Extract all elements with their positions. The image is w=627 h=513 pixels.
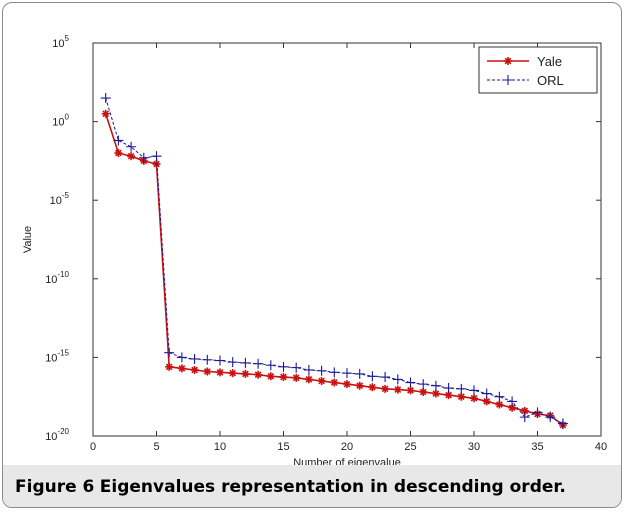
y-axis-label: Value — [22, 226, 34, 253]
data-point-yale — [203, 367, 212, 376]
x-tick-label: 30 — [468, 441, 480, 453]
y-tick-label: 10-10 — [45, 270, 69, 286]
figure-frame: 0 5 10 15 20 25 30 35 40 105 100 10-5 10-10 10-15 10-2… — [2, 2, 622, 508]
data-point-yale — [254, 370, 263, 379]
data-point-orl — [418, 379, 429, 390]
data-point-yale — [152, 160, 161, 169]
y-tick-label: 100 — [52, 113, 69, 129]
figure-caption: Figure 6 Eigenvalues representation in d… — [15, 477, 566, 497]
x-tick-label: 25 — [404, 441, 416, 453]
x-tick-label: 10 — [214, 441, 226, 453]
data-point-yale — [114, 149, 123, 158]
figure-caption-text: Eigenvalues representation in descending… — [99, 477, 566, 497]
data-point-yale — [317, 376, 326, 385]
data-point-orl — [367, 371, 378, 382]
data-point-orl — [151, 151, 162, 162]
data-point-yale — [393, 385, 402, 394]
x-tick-label: 20 — [341, 441, 353, 453]
data-point-orl — [481, 388, 492, 399]
data-point-orl — [519, 412, 530, 423]
data-point-orl — [392, 374, 403, 385]
data-point-orl — [430, 380, 441, 391]
eigenvalue-chart: 0 5 10 15 20 25 30 35 40 105 100 10-5 10-10 10-15 10-2… — [22, 34, 607, 465]
x-tick-label: 35 — [531, 441, 543, 453]
data-point-yale — [266, 372, 275, 381]
data-point-orl — [469, 385, 479, 396]
y-tick-label: 10-15 — [45, 348, 69, 364]
data-point-orl — [303, 364, 314, 375]
data-point-yale — [165, 362, 174, 371]
data-point-yale — [419, 387, 428, 396]
data-point-yale — [101, 109, 110, 118]
data-point-yale — [304, 375, 313, 384]
data-point-orl — [329, 367, 340, 378]
data-point-yale — [470, 394, 478, 403]
data-point-orl — [456, 383, 467, 394]
data-point-yale — [520, 406, 529, 415]
data-point-orl — [443, 383, 454, 394]
y-tick-label: 10-5 — [50, 191, 70, 207]
figure-caption-label: Figure 6 — [15, 477, 95, 497]
data-point-yale — [368, 383, 377, 392]
data-point-orl — [176, 352, 187, 363]
x-tick-label: 15 — [277, 441, 289, 453]
x-tick-label: 40 — [595, 441, 607, 453]
data-point-yale — [508, 403, 517, 412]
data-point-yale — [127, 152, 136, 161]
legend-marker-yale — [504, 57, 512, 65]
x-tick-label: 5 — [153, 441, 159, 453]
data-point-orl — [532, 407, 543, 418]
data-point-yale — [355, 381, 364, 390]
data-point-orl — [507, 396, 518, 407]
x-tick-label: 0 — [90, 441, 96, 453]
data-point-orl — [278, 361, 289, 372]
data-point-orl — [405, 377, 416, 388]
data-point-yale — [495, 400, 504, 409]
data-point-yale — [482, 397, 491, 406]
y-tick-label: 10-20 — [45, 427, 69, 443]
data-point-orl — [113, 135, 124, 146]
data-point-orl — [380, 372, 391, 383]
data-point-orl — [342, 368, 352, 379]
data-point-yale — [228, 369, 237, 378]
data-point-yale — [431, 389, 440, 398]
legend-label-orl: ORL — [537, 73, 564, 88]
data-point-yale — [292, 373, 301, 382]
data-point-orl — [164, 347, 175, 358]
data-point-yale — [241, 369, 250, 378]
data-point-orl — [354, 368, 365, 379]
y-tick-label: 105 — [52, 34, 69, 50]
legend-label-yale: Yale — [537, 54, 562, 69]
data-point-yale — [381, 384, 390, 393]
data-point-yale — [457, 392, 466, 401]
series-orl — [100, 93, 568, 429]
data-point-yale — [406, 386, 415, 395]
data-point-orl — [126, 141, 137, 152]
data-point-orl — [253, 358, 264, 369]
caption-band — [3, 465, 621, 507]
x-axis-label: Number of eigenvalue — [293, 457, 401, 465]
legend-marker-orl — [503, 75, 513, 85]
data-point-orl — [557, 418, 568, 429]
data-point-orl — [100, 93, 111, 104]
data-point-orl — [227, 357, 238, 368]
data-point-orl — [545, 412, 556, 423]
data-point-orl — [138, 152, 149, 163]
data-point-orl — [202, 354, 213, 365]
data-point-orl — [240, 357, 251, 368]
data-point-yale — [216, 368, 224, 377]
data-point-yale — [330, 378, 339, 387]
data-point-yale — [279, 373, 288, 382]
legend-box — [478, 46, 598, 94]
data-point-yale — [190, 365, 199, 374]
data-point-yale — [444, 391, 453, 400]
data-point-orl — [494, 391, 505, 402]
data-point-yale — [177, 364, 186, 373]
data-point-yale — [343, 380, 351, 389]
data-point-orl — [189, 353, 200, 364]
data-point-orl — [265, 360, 276, 371]
data-point-orl — [316, 365, 327, 376]
data-point-orl — [215, 355, 225, 366]
data-point-orl — [291, 362, 302, 373]
